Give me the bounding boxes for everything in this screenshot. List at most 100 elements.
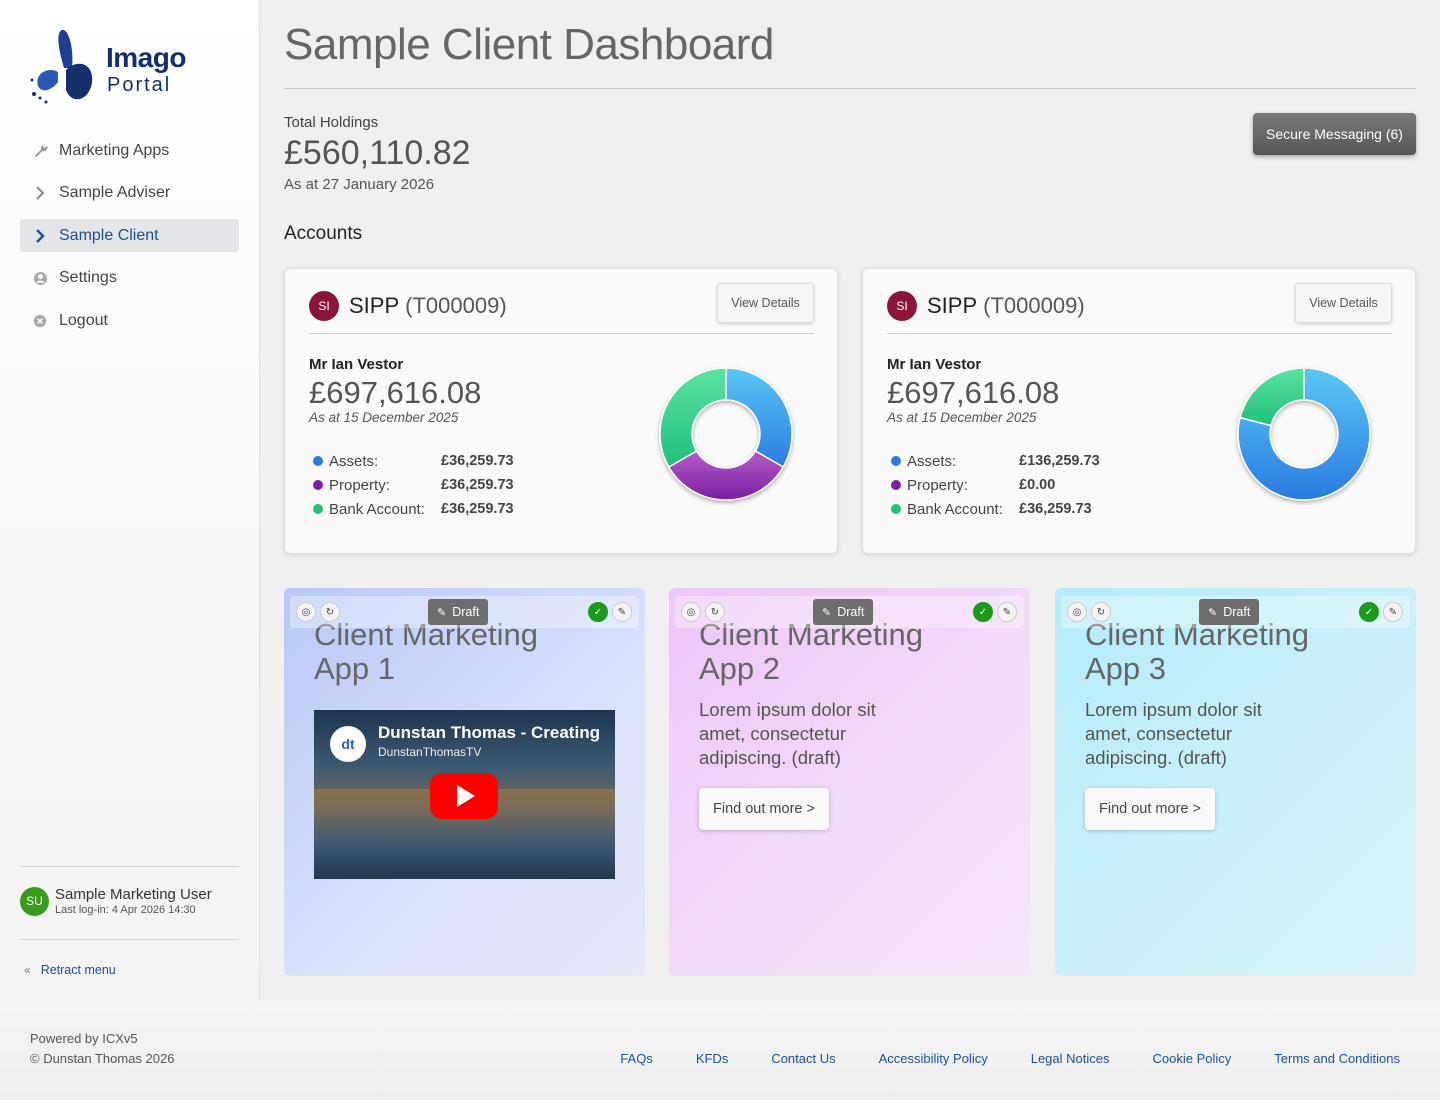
draft-label: Draft: [837, 605, 865, 619]
total-holdings-date: As at 27 January 2026: [284, 176, 435, 193]
legend-dot: [891, 504, 901, 514]
footer-link-legal[interactable]: Legal Notices: [1030, 1051, 1110, 1066]
pencil-icon: ✎: [822, 606, 832, 619]
account-legend: Assets: £36,259.73 Property: £36,259.73 …: [313, 449, 514, 521]
check-icon[interactable]: ✓: [1359, 602, 1379, 622]
card-toolbar: ◎ ↻ ✎ Draft ✓ ✎: [290, 596, 639, 628]
user-block[interactable]: SU Sample Marketing User Last log-in: 4 …: [20, 886, 212, 916]
close-circle-icon: [32, 313, 48, 329]
video-channel[interactable]: DunstanThomasTV: [378, 745, 482, 759]
draft-badge[interactable]: ✎ Draft: [1199, 599, 1260, 625]
legend-row: Property: £36,259.73: [313, 473, 514, 497]
donut-slice-bank-account[interactable]: [659, 367, 727, 469]
find-out-more-button[interactable]: Find out more >: [699, 788, 829, 830]
butterfly-icon: [30, 29, 93, 104]
check-icon[interactable]: ✓: [973, 602, 993, 622]
legend-label: Assets:: [329, 452, 379, 470]
account-card: SI SIPP (T000009) View Details Mr Ian Ve…: [284, 268, 838, 554]
total-holdings-label: Total Holdings: [284, 114, 379, 131]
play-button[interactable]: [430, 773, 498, 819]
video-embed[interactable]: dt Dunstan Thomas - Creating DunstanThom…: [314, 710, 615, 879]
card-toolbar: ◎ ↻ ✎ Draft ✓ ✎: [675, 596, 1024, 628]
account-holder: Mr Ian Vestor: [309, 356, 404, 373]
marketing-card-title: Client Marketing App 2: [699, 617, 923, 686]
legend-value: £36,259.73: [441, 477, 514, 493]
refresh-icon[interactable]: ↻: [1091, 602, 1111, 622]
user-circle-icon: [32, 270, 48, 286]
footer: Powered by ICXv5 © Dunstan Thomas 2026 F…: [0, 1000, 1440, 1100]
video-title[interactable]: Dunstan Thomas - Creating: [378, 723, 600, 742]
hide-icon[interactable]: ◎: [681, 602, 701, 622]
account-name: SIPP: [927, 293, 978, 318]
total-holdings-value: £560,110.82: [284, 134, 471, 172]
draft-badge[interactable]: ✎ Draft: [428, 599, 489, 625]
double-chevron-left-icon: «: [24, 963, 31, 977]
account-divider: [887, 333, 1392, 334]
footer-link-accessibility[interactable]: Accessibility Policy: [878, 1051, 988, 1066]
sidebar-item-label: Sample Client: [59, 226, 159, 244]
sidebar-item-marketing-apps[interactable]: Marketing Apps: [20, 134, 239, 167]
wrench-icon[interactable]: ✎: [1383, 602, 1403, 622]
logo[interactable]: Imago Portal: [28, 28, 198, 108]
hide-icon[interactable]: ◎: [296, 602, 316, 622]
retract-menu-link[interactable]: « Retract menu: [24, 963, 116, 977]
account-id: (T000009): [983, 293, 1085, 318]
donut-slice-assets[interactable]: [1237, 367, 1371, 501]
logo-text: Imago: [106, 42, 186, 73]
card-toolbar: ◎ ↻ ✎ Draft ✓ ✎: [1061, 596, 1410, 628]
donut-slice-bank-account[interactable]: [1239, 367, 1305, 427]
find-out-more-button[interactable]: Find out more >: [1085, 788, 1215, 830]
marketing-card: Client Marketing App 2 ◎ ↻ ✎ Draft ✓ ✎ Lo…: [669, 588, 1030, 976]
marketing-card-body: Lorem ipsum dolor sit amet, consectetur …: [699, 699, 876, 768]
view-details-button[interactable]: View Details: [717, 283, 814, 323]
refresh-icon[interactable]: ↻: [705, 602, 725, 622]
retract-menu-label: Retract menu: [40, 963, 116, 977]
account-header: SI SIPP (T000009): [887, 291, 1085, 321]
footer-link-contact[interactable]: Contact Us: [771, 1051, 836, 1066]
sidebar-item-label: Sample Adviser: [59, 184, 171, 201]
account-header: SI SIPP (T000009): [309, 291, 507, 321]
secure-messaging-button[interactable]: Secure Messaging (6): [1253, 113, 1416, 155]
legend-value: £0.00: [1019, 477, 1056, 493]
account-date: As at 15 December 2025: [887, 410, 1037, 425]
wrench-icon[interactable]: ✎: [997, 602, 1017, 622]
marketing-card-title: Client Marketing App 3: [1085, 617, 1309, 686]
wrench-icon[interactable]: ✎: [612, 602, 632, 622]
footer-link-faqs[interactable]: FAQs: [620, 1051, 653, 1066]
legend-dot: [891, 456, 901, 466]
copyright: © Dunstan Thomas 2026: [30, 1051, 175, 1066]
legend-label: Bank Account:: [329, 500, 425, 518]
sidebar-item-logout[interactable]: Logout: [20, 304, 239, 337]
footer-link-kfds[interactable]: KFDs: [695, 1051, 729, 1066]
refresh-icon[interactable]: ↻: [320, 602, 340, 622]
account-divider: [309, 333, 814, 334]
account-id: (T000009): [405, 293, 507, 318]
powered-by: Powered by ICXv5: [30, 1031, 138, 1046]
draft-badge[interactable]: ✎ Draft: [813, 599, 874, 625]
last-login: Last log-in: 4 Apr 2026 14:30: [55, 904, 196, 916]
donut-slice-property[interactable]: [667, 449, 785, 501]
check-icon[interactable]: ✓: [588, 602, 608, 622]
footer-links: FAQs KFDs Contact Us Accessibility Polic…: [577, 1051, 1400, 1066]
legend-value: £136,259.73: [1019, 453, 1100, 469]
legend-row: Bank Account: £36,259.73: [313, 497, 514, 521]
sidebar-item-label: Marketing Apps: [59, 141, 170, 159]
donut-slice-assets[interactable]: [725, 367, 793, 469]
footer-link-cookie[interactable]: Cookie Policy: [1152, 1051, 1232, 1066]
donut-chart: [659, 367, 793, 501]
legend-label: Property:: [907, 476, 968, 494]
sidebar-item-sample-adviser[interactable]: Sample Adviser: [20, 177, 239, 210]
account-card: SI SIPP (T000009) View Details Mr Ian Ve…: [862, 268, 1416, 554]
hide-icon[interactable]: ◎: [1067, 602, 1087, 622]
legend-value: £36,259.73: [441, 453, 514, 469]
legend-row: Bank Account: £36,259.73: [891, 497, 1100, 521]
footer-link-terms[interactable]: Terms and Conditions: [1274, 1051, 1400, 1066]
channel-logo-icon[interactable]: dt: [330, 726, 366, 762]
view-details-button[interactable]: View Details: [1295, 283, 1392, 323]
sidebar-item-settings[interactable]: Settings: [20, 262, 239, 295]
legend-value: £36,259.73: [1019, 501, 1092, 517]
account-badge: SI: [887, 291, 917, 321]
sidebar-item-sample-client[interactable]: Sample Client: [20, 219, 239, 252]
marketing-card-title: Client Marketing App 1: [314, 617, 538, 686]
donut-chart: [1237, 367, 1371, 501]
